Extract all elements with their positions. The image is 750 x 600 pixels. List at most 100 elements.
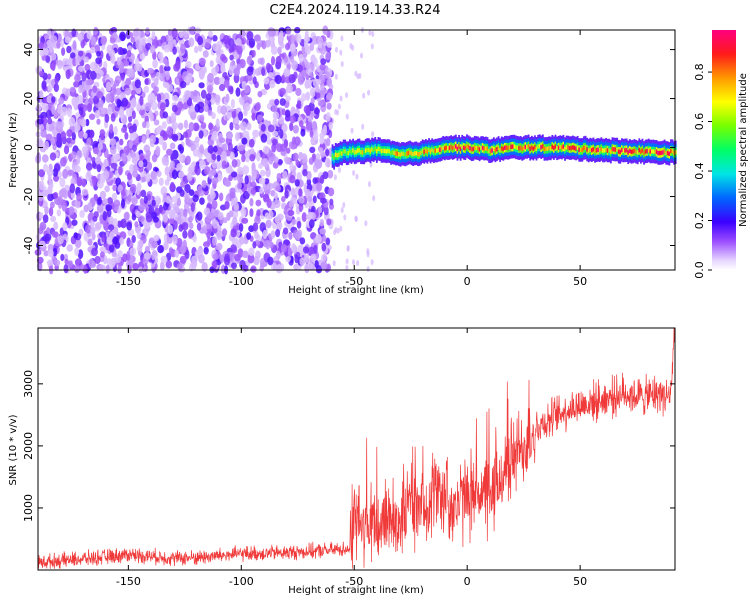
heatmap-cell [454, 144, 457, 149]
heatmap-cell [673, 150, 675, 156]
heatmap-cell [646, 148, 649, 154]
heatmap-cell [264, 195, 270, 202]
heatmap-cell [91, 232, 96, 241]
heatmap-cell [537, 144, 540, 149]
heatmap-cell [345, 92, 349, 99]
x-tick-label: -150 [116, 575, 141, 588]
heatmap-cell [41, 80, 47, 90]
heatmap-cell [47, 83, 53, 93]
spectrogram-y-label: Frequency (Hz) [8, 112, 19, 188]
heatmap-cell [192, 122, 200, 132]
heatmap-cell [171, 169, 178, 180]
heatmap-cell [267, 124, 275, 133]
heatmap-cell [167, 224, 173, 235]
heatmap-cell [96, 118, 101, 125]
heatmap-cell [313, 244, 318, 254]
heatmap-cell [277, 158, 283, 166]
heatmap-cell [43, 41, 48, 49]
heatmap-cell [328, 203, 335, 210]
heatmap-cell [370, 43, 374, 50]
heatmap-cell [251, 49, 256, 58]
heatmap-cell [492, 146, 495, 152]
heatmap-cell [163, 240, 169, 251]
heatmap-cell [340, 35, 344, 42]
heatmap-cell [272, 111, 280, 120]
heatmap-cell [199, 144, 204, 154]
heatmap-cell [345, 151, 348, 156]
heatmap-cell [77, 50, 84, 57]
heatmap-cell [75, 57, 80, 66]
heatmap-cell [324, 157, 331, 168]
heatmap-cell [301, 93, 307, 102]
heatmap-cell [259, 257, 265, 268]
heatmap-cell [228, 86, 234, 95]
heatmap-cell [166, 148, 173, 156]
heatmap-cell [249, 208, 254, 218]
heatmap-cell [372, 147, 375, 153]
heatmap-cell [83, 56, 89, 63]
heatmap-cell [236, 63, 242, 71]
heatmap-cell [370, 259, 374, 266]
heatmap-cell [259, 169, 266, 177]
heatmap-cell [53, 231, 59, 238]
heatmap-cell [74, 258, 82, 267]
heatmap-cell [279, 87, 286, 96]
heatmap-cell [379, 147, 381, 152]
heatmap-cell [88, 97, 95, 104]
snr-y-ticks: 1000 2000 3000 [22, 370, 675, 522]
colorbar-gradient [712, 30, 736, 270]
heatmap-cell [90, 36, 96, 46]
heatmap-cell [630, 149, 633, 155]
heatmap-cell [633, 148, 636, 154]
heatmap-cell [319, 136, 325, 145]
heatmap-cell [598, 148, 601, 153]
heatmap-cell [319, 174, 325, 184]
heatmap-cell [43, 48, 49, 56]
heatmap-cell [356, 260, 360, 267]
heatmap-cell [188, 122, 195, 132]
heatmap-cell [333, 229, 337, 236]
heatmap-cell [66, 244, 73, 252]
heatmap-cell [144, 102, 152, 112]
heatmap-cell [126, 49, 132, 58]
heatmap-cell [334, 108, 338, 115]
heatmap-cell [230, 262, 237, 270]
heatmap-cell [109, 37, 116, 44]
heatmap-cell [151, 199, 156, 207]
heatmap-cell [233, 73, 240, 84]
heatmap-cell [409, 150, 411, 155]
heatmap-cell [222, 217, 228, 224]
heatmap-cell [115, 254, 122, 264]
heatmap-cell [182, 230, 188, 239]
heatmap-cell [104, 113, 110, 123]
heatmap-cell [237, 166, 244, 176]
heatmap-cell [115, 141, 121, 150]
heatmap-cell [260, 123, 266, 132]
heatmap-cell [199, 114, 205, 122]
heatmap-cell [169, 142, 176, 150]
heatmap-cell [545, 146, 547, 151]
heatmap-cell [319, 218, 325, 227]
heatmap-cell [264, 178, 270, 185]
heatmap-cell [658, 150, 661, 156]
heatmap-cell [135, 210, 141, 218]
heatmap-cell [399, 152, 402, 158]
colorbar-tick-label: 0.8 [693, 63, 706, 81]
heatmap-cell [345, 258, 349, 265]
heatmap-cell [51, 105, 56, 115]
heatmap-cell [524, 144, 527, 150]
heatmap-cell [278, 116, 285, 125]
heatmap-cell [160, 102, 166, 112]
heatmap-cell [71, 219, 78, 226]
heatmap-cell [456, 146, 459, 152]
heatmap-cell [143, 195, 148, 205]
heatmap-cell [326, 92, 333, 101]
heatmap-cell [341, 151, 343, 156]
heatmap-cell [62, 189, 69, 199]
heatmap-cell [639, 149, 642, 155]
heatmap-cell [229, 151, 235, 160]
heatmap-cell [94, 110, 101, 119]
heatmap-cell [256, 209, 261, 217]
heatmap-cell [37, 261, 43, 272]
heatmap-cell [257, 90, 263, 98]
